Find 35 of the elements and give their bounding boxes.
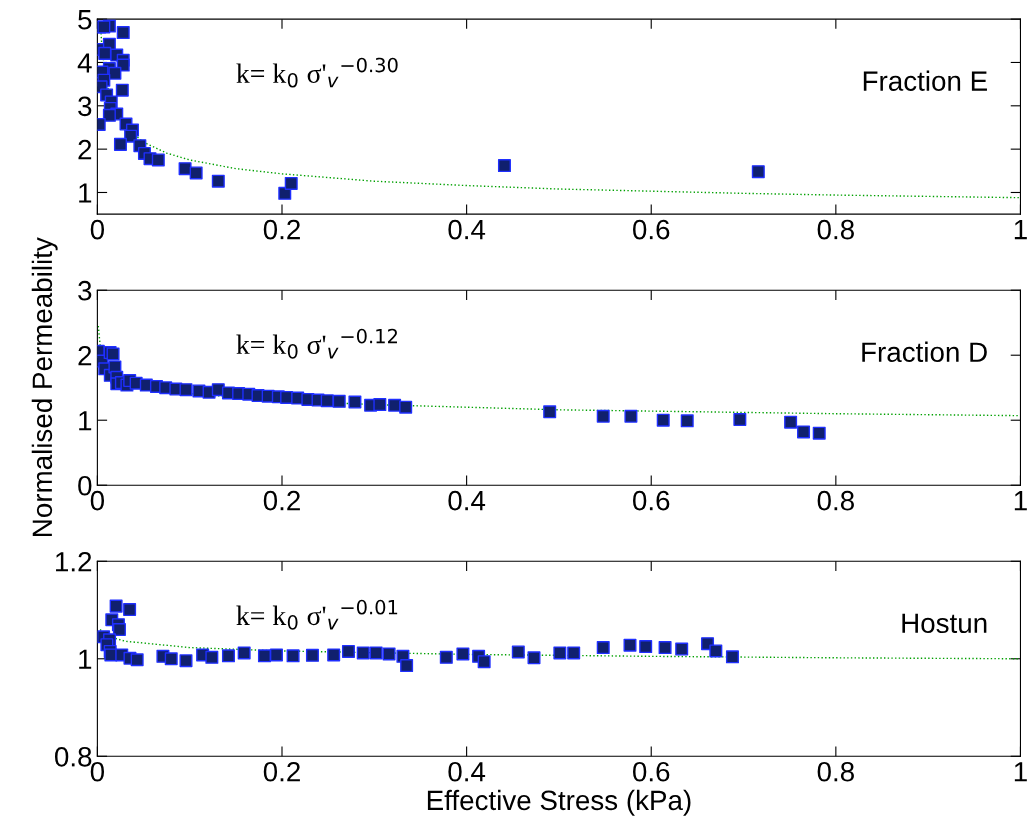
x-tick-label: 0.2 [263,490,300,511]
y-tick-label: 0 [78,475,92,496]
x-tick-label: 1 [1014,220,1027,240]
y-tick-label: 1 [79,649,92,669]
x-axis-title: Effective Stress (kPa) [427,789,691,816]
y-tick-label: 4 [77,53,92,73]
y-tick-label: 3 [78,96,92,117]
x-tick-label: 1 [1014,491,1027,511]
y-tick-label: 2 [78,345,92,366]
annotation: k= k$_{0}$ σ'$_{v}$$^{−0.12}$ [236,328,397,359]
y-tick-label: 3 [78,280,92,301]
y-tick-label: 1 [79,411,92,431]
x-tick-label: 0.6 [633,761,670,782]
x-tick-label: 0.8 [817,219,854,240]
y-tick-label: 2 [78,139,92,160]
y-tick-label: 0.8 [55,746,92,767]
annotation: Fraction E [863,70,987,91]
y-axis-title: Normalised Permeability [31,237,58,536]
x-tick-label: 0.6 [633,219,670,240]
x-tick-label: 0.2 [263,761,300,782]
x-tick-label: 1 [1014,762,1027,782]
annotation: Hostun [902,613,987,634]
x-tick-label: 0.4 [448,761,486,782]
x-tick-label: 0.8 [817,490,854,511]
x-tick-label: 0.4 [448,219,486,240]
y-tick-label: 5 [78,10,92,30]
x-tick-label: 0.2 [263,219,300,240]
annotation: k= k$_{0}$ σ'$_{v}$$^{−0.30}$ [236,57,398,88]
y-tick-label: 1 [79,183,92,203]
x-tick-label: 0.4 [448,490,486,511]
x-tick-label: 0.8 [817,761,854,782]
y-tick-label: 1.2 [56,551,92,572]
annotation: Fraction D [862,341,987,363]
x-tick-label: 0.6 [633,490,670,511]
annotation: k= k$_{0}$ σ'$_{v}$$^{−0.01}$ [236,599,398,630]
